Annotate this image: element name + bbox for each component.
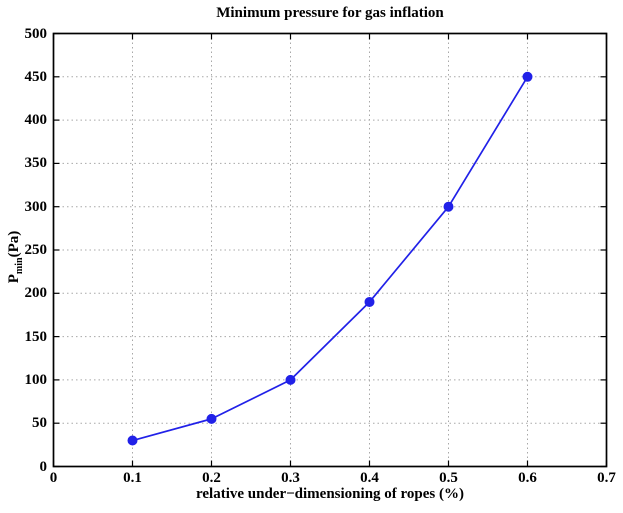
data-line [132,76,529,442]
x-tick-label: 0.3 [281,470,300,486]
x-tick-label: 0.5 [439,470,458,486]
chart-title: Minimum pressure for gas inflation [216,5,444,21]
axes-box [52,32,608,468]
x-tick-label: 0.7 [597,470,616,486]
data-point [522,71,533,82]
y-tick-label: 450 [24,68,48,85]
x-tick-label: 0.6 [518,470,537,486]
y-tick-label: 150 [24,328,48,345]
y-tick-label: 350 [24,155,48,172]
x-tick-label: 0 [49,470,58,486]
y-tick-label: 200 [24,285,48,302]
x-axis-label: relative under−dimensioning of ropes (%) [196,486,464,502]
x-tick-label: 0.2 [202,470,221,486]
y-axis-label-symbol: P [6,274,22,284]
x-tick-label: 0.1 [123,470,142,486]
y-tick-label: 500 [24,25,48,42]
x-tick-label: 0.4 [360,470,379,486]
y-tick-label: 300 [24,198,48,215]
data-point [127,435,138,446]
y-axis-label-subscript: min [14,257,25,275]
data-point [206,413,217,424]
y-tick-label: 50 [32,415,47,432]
y-tick-label: 250 [24,242,48,258]
data-point [285,374,296,385]
y-tick-label: 100 [24,371,48,388]
data-point [364,296,375,307]
data-point [443,201,454,212]
y-tick-label: 0 [39,458,48,475]
y-tick-label: 400 [24,112,48,129]
